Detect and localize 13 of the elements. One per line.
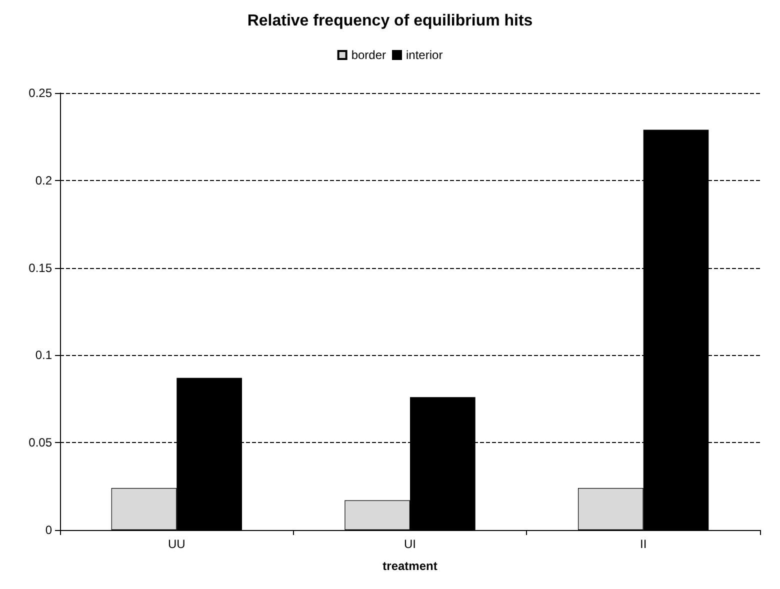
x-tick-label: UI [404, 537, 416, 551]
y-tick-label: 0.2 [35, 173, 52, 188]
y-tick-label: 0 [45, 523, 52, 537]
y-tick-label: 0.25 [28, 86, 52, 100]
x-tick-label: UU [168, 537, 186, 551]
chart-title: Relative frequency of equilibrium hits [247, 12, 533, 30]
y-tick-label: 0.15 [28, 260, 52, 275]
y-tick-label: 0.1 [35, 348, 52, 362]
y-tick-label: 0.05 [28, 436, 52, 450]
legend-label: interior [406, 48, 443, 62]
x-tick-label: II [640, 537, 647, 551]
legend-label: border [351, 48, 386, 62]
x-axis-title: treatment [382, 559, 438, 573]
